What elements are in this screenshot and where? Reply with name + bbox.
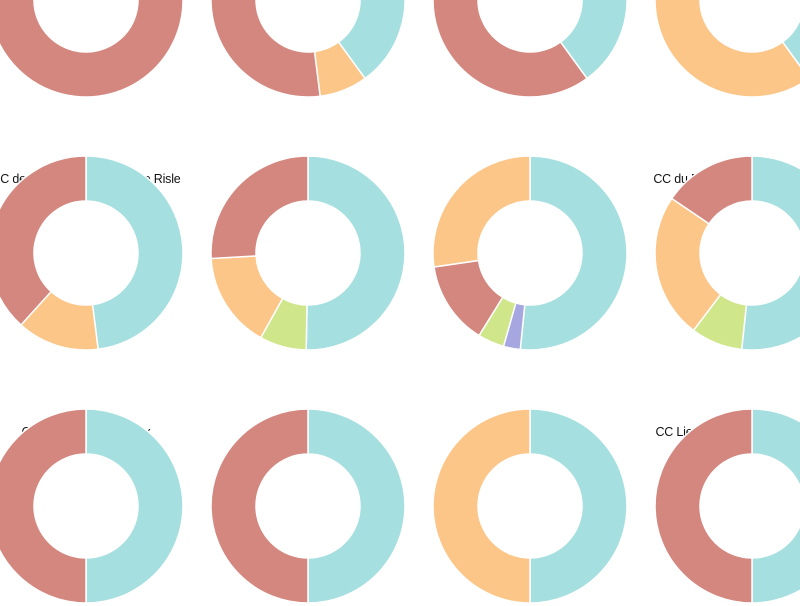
donut-slice-red[interactable] — [670, 155, 753, 225]
donut-svg — [654, 155, 800, 351]
donut-svg — [432, 408, 628, 604]
donut-chart: CC Yvetot Normandie — [419, 353, 641, 606]
donut-chart: CC Cœur Côte Fleurie — [197, 100, 419, 353]
donut-chart — [419, 0, 641, 100]
donut-slice-teal[interactable] — [85, 155, 184, 351]
donut-slice-teal[interactable] — [519, 155, 628, 351]
donut-chart: CC de Pont-Audemer / Val de Risle — [0, 100, 197, 353]
donut-slice-teal[interactable] — [529, 408, 628, 604]
donut-svg — [654, 0, 800, 98]
donut-slice-orange[interactable] — [654, 0, 800, 98]
donut-chart: CC Roumois Seine — [197, 353, 419, 606]
donut-slice-orange[interactable] — [432, 408, 531, 604]
donut-svg — [432, 0, 628, 98]
donut-chart — [197, 0, 419, 100]
donut-chart: CC Lieuvin Pays d'Auge — [641, 353, 800, 606]
donut-slice-red[interactable] — [432, 0, 589, 98]
donut-slice-teal[interactable] — [85, 408, 184, 604]
donut-chart: CC Campagne de Caux — [0, 353, 197, 606]
donut-chart — [0, 0, 197, 100]
donut-slice-teal[interactable] — [307, 408, 406, 604]
donut-svg — [654, 408, 800, 604]
donut-chart — [641, 0, 800, 100]
donut-slice-red[interactable] — [210, 155, 309, 260]
donut-slice-orange[interactable] — [432, 155, 531, 268]
donut-slice-red[interactable] — [210, 408, 309, 604]
donut-svg — [210, 155, 406, 351]
donut-svg — [432, 155, 628, 351]
donut-slice-teal[interactable] — [751, 408, 800, 604]
donut-slice-teal[interactable] — [305, 155, 406, 351]
donut-svg — [0, 155, 184, 351]
donut-slice-teal[interactable] — [530, 0, 628, 80]
donut-svg — [210, 408, 406, 604]
donut-slice-teal[interactable] — [308, 0, 406, 80]
donut-chart: CC du Pays de Honfleur-Beuzeville — [641, 100, 800, 353]
donut-slice-red[interactable] — [0, 0, 184, 98]
donut-chart: CA Lisieux Normandie — [419, 100, 641, 353]
donut-slice-red[interactable] — [210, 0, 321, 98]
donut-svg — [210, 0, 406, 98]
donut-svg — [0, 0, 184, 98]
donut-slice-red[interactable] — [0, 155, 87, 327]
donut-slice-red[interactable] — [0, 408, 87, 604]
donut-slice-teal[interactable] — [752, 0, 800, 78]
donut-slice-red[interactable] — [654, 408, 753, 604]
donut-svg — [0, 408, 184, 604]
